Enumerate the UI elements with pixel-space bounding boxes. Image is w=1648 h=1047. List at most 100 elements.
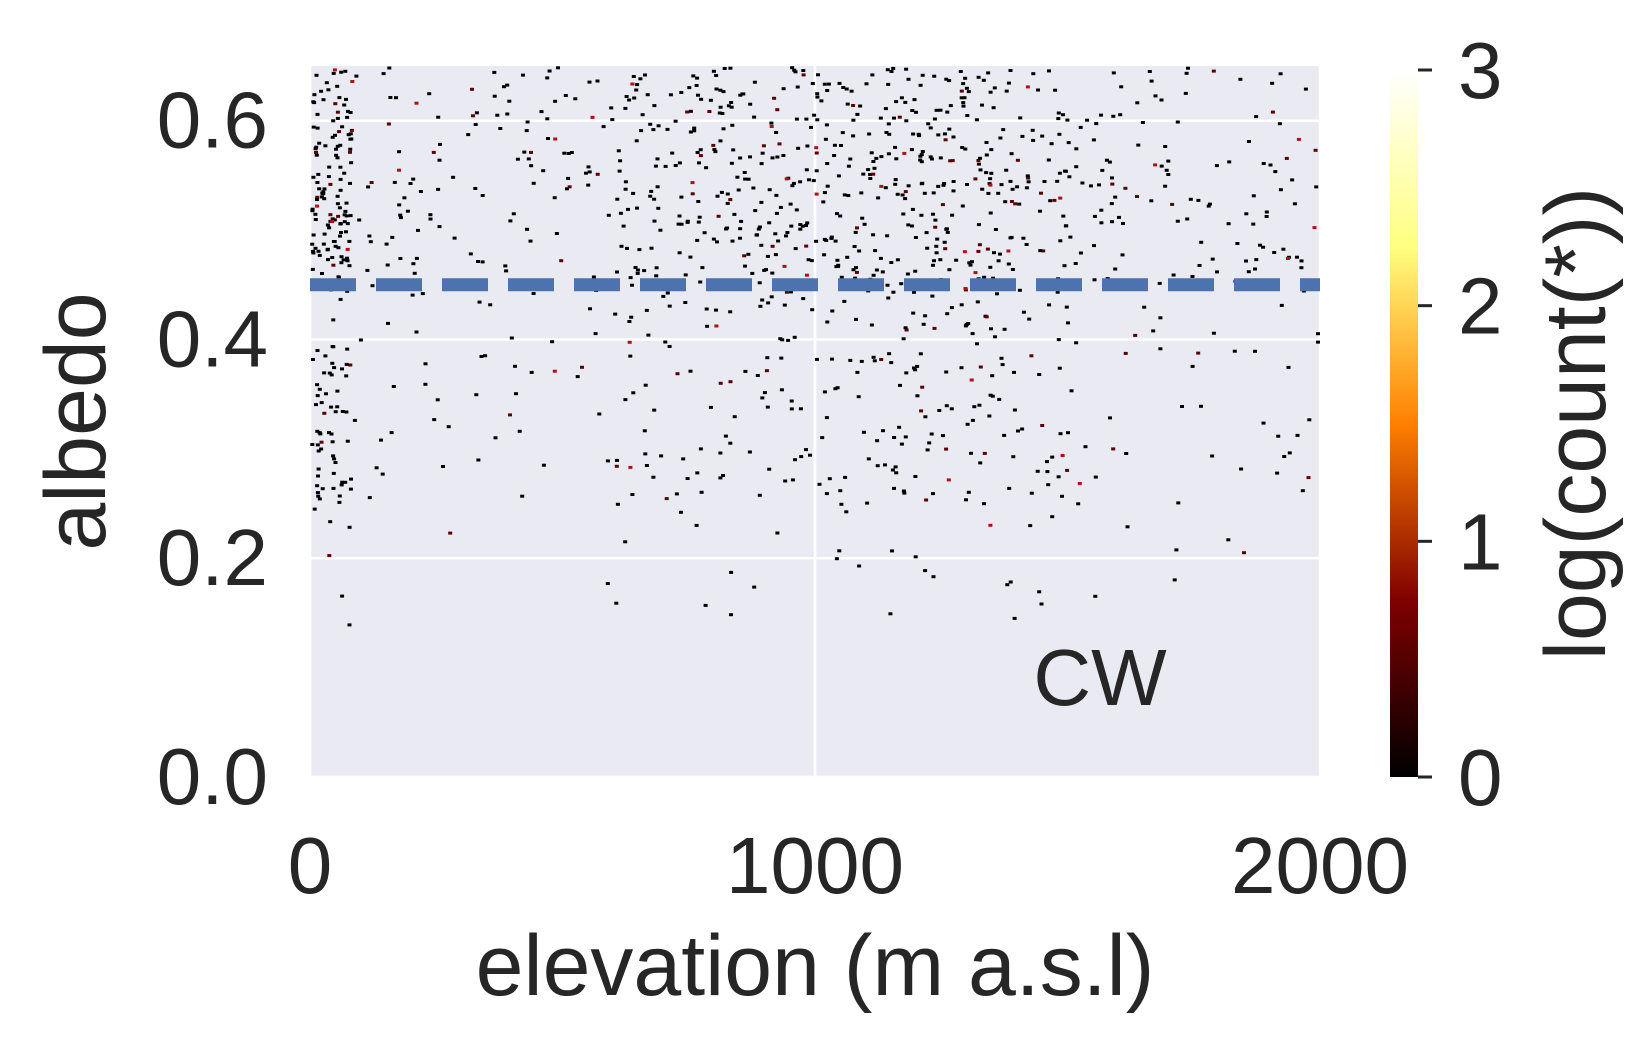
heatmap-cell <box>315 126 320 130</box>
heatmap-cell <box>1153 163 1158 167</box>
heatmap-cell <box>410 293 415 297</box>
heatmap-cell <box>993 335 997 339</box>
heatmap-cell <box>1057 366 1062 370</box>
heatmap-cell <box>615 458 619 462</box>
heatmap-cell <box>970 332 975 336</box>
heatmap-cell <box>932 117 937 121</box>
heatmap-cell <box>1151 329 1156 333</box>
heatmap-cell <box>951 135 956 139</box>
heatmap-cell <box>883 107 888 111</box>
heatmap-cell <box>1035 469 1040 473</box>
heatmap-cell <box>1176 501 1181 505</box>
heatmap-cell <box>938 258 943 262</box>
heatmap-cell <box>1029 354 1034 358</box>
heatmap-cell <box>984 315 989 319</box>
heatmap-cell <box>934 251 939 255</box>
heatmap-cell <box>970 418 975 422</box>
heatmap-cell <box>345 289 350 293</box>
heatmap-cell <box>605 582 610 585</box>
heatmap-cell <box>526 157 531 161</box>
heatmap-cell <box>685 219 690 223</box>
heatmap-cell <box>520 494 525 498</box>
heatmap-cell <box>820 436 825 440</box>
heatmap-cell <box>832 143 837 147</box>
heatmap-cell <box>324 81 329 85</box>
heatmap-cell <box>899 96 904 100</box>
heatmap-cell <box>944 447 949 451</box>
heatmap-cell <box>694 84 699 87</box>
heatmap-cell <box>1074 165 1079 169</box>
heatmap-cell <box>824 492 829 496</box>
heatmap-cell <box>924 231 929 235</box>
heatmap-cell <box>480 260 485 264</box>
heatmap-cell <box>695 471 700 475</box>
heatmap-cell <box>832 154 837 157</box>
heatmap-cell <box>886 152 891 156</box>
heatmap-cell <box>903 326 908 330</box>
heatmap-cell <box>920 150 925 153</box>
heatmap-cell <box>757 493 762 497</box>
heatmap-cell <box>1120 253 1125 257</box>
heatmap-cell <box>474 111 479 115</box>
heatmap-cell <box>1118 113 1123 117</box>
heatmap-cell <box>1031 72 1036 76</box>
heatmap-cell <box>567 185 572 189</box>
heatmap-cell <box>790 478 795 482</box>
heatmap-cell <box>759 200 764 204</box>
heatmap-cell <box>615 197 620 201</box>
heatmap-cell <box>756 227 761 231</box>
heatmap-cell <box>345 347 350 351</box>
heatmap-cell <box>933 218 938 222</box>
heatmap-cell <box>835 386 840 390</box>
heatmap-cell <box>988 393 993 397</box>
heatmap-cell <box>552 369 557 373</box>
heatmap-cell <box>765 254 770 258</box>
heatmap-cell <box>398 216 403 220</box>
heatmap-cell <box>871 172 876 176</box>
heatmap-cell <box>509 336 514 340</box>
y-tick-label: 0.6 <box>157 76 268 165</box>
heatmap-cell <box>495 113 500 117</box>
heatmap-cell <box>1025 174 1030 178</box>
heatmap-cell <box>580 365 584 369</box>
heatmap-cell <box>695 151 700 154</box>
heatmap-cell <box>760 396 765 400</box>
heatmap-cell <box>635 206 639 210</box>
heatmap-cell <box>428 217 433 221</box>
heatmap-cell <box>652 104 657 108</box>
heatmap-cell <box>897 115 902 119</box>
heatmap-cell <box>728 66 733 70</box>
heatmap-cell <box>1099 221 1104 225</box>
x-axis-ticks: 0 1000 2000 <box>288 821 1409 910</box>
heatmap-cell <box>1093 594 1098 598</box>
heatmap-cell <box>973 177 978 181</box>
heatmap-cell <box>767 221 772 225</box>
heatmap-cell <box>623 106 628 110</box>
heatmap-cell <box>972 405 977 409</box>
heatmap-cell <box>889 261 894 264</box>
heatmap-cell <box>783 479 788 483</box>
heatmap-cell <box>528 239 533 243</box>
heatmap-cell <box>559 259 564 263</box>
heatmap-cell <box>925 246 930 250</box>
heatmap-cell <box>976 75 981 79</box>
heatmap-cell <box>311 358 315 361</box>
heatmap-cell <box>321 98 326 102</box>
heatmap-cell <box>643 452 648 456</box>
heatmap-cell <box>854 317 858 321</box>
heatmap-cell <box>902 491 907 495</box>
heatmap-cell <box>978 365 983 369</box>
heatmap-cell <box>842 299 847 303</box>
heatmap-cell <box>322 371 327 375</box>
heatmap-cell <box>394 96 398 100</box>
heatmap-cell <box>327 554 332 558</box>
heatmap-cell <box>982 451 987 455</box>
heatmap-cell <box>885 68 890 72</box>
heatmap-cell <box>342 103 347 107</box>
heatmap-cell <box>546 137 550 140</box>
heatmap-cell <box>435 398 440 402</box>
heatmap-cell <box>889 70 894 73</box>
heatmap-cell <box>991 276 995 280</box>
heatmap-cell <box>940 203 945 207</box>
heatmap-cell <box>1015 185 1020 189</box>
